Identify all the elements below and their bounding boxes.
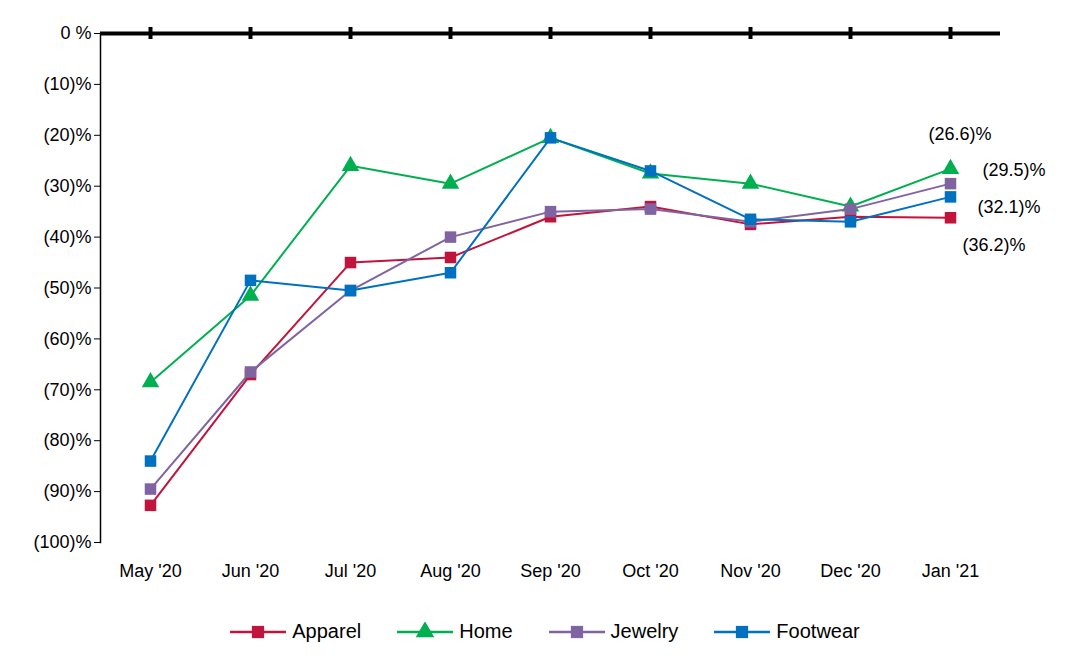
svg-text:(32.1)%: (32.1)% (978, 197, 1041, 217)
svg-text:(36.2)%: (36.2)% (963, 235, 1026, 255)
svg-text:(20)%: (20)% (43, 125, 91, 145)
svg-text:Aug '20: Aug '20 (420, 561, 481, 581)
svg-text:(40)%: (40)% (43, 227, 91, 247)
svg-text:May '20: May '20 (119, 561, 181, 581)
svg-text:(60)%: (60)% (43, 329, 91, 349)
svg-text:Jan '21: Jan '21 (922, 561, 979, 581)
svg-text:(29.5)%: (29.5)% (983, 160, 1046, 180)
svg-text:(90)%: (90)% (43, 481, 91, 501)
html-text:Apparel: Apparel (292, 620, 362, 642)
svg-text:Jul '20: Jul '20 (325, 561, 376, 581)
svg-text:0 %: 0 % (60, 23, 91, 43)
svg-text:Nov '20: Nov '20 (720, 561, 780, 581)
svg-text:(50)%: (50)% (43, 278, 91, 298)
svg-text:(10)%: (10)% (43, 74, 91, 94)
svg-text:Jun '20: Jun '20 (222, 561, 279, 581)
svg-text:Oct '20: Oct '20 (622, 561, 678, 581)
svg-text:(80)%: (80)% (43, 430, 91, 450)
svg-text:(100)%: (100)% (33, 532, 91, 552)
svg-text:Dec '20: Dec '20 (820, 561, 880, 581)
svg-text:(30)%: (30)% (43, 176, 91, 196)
svg-text:(26.6)%: (26.6)% (929, 124, 992, 144)
html-text:Footwear: Footwear (776, 620, 860, 642)
svg-text:Sep '20: Sep '20 (520, 561, 581, 581)
html-text:Home: Home (459, 620, 513, 642)
svg-text:(70)%: (70)% (43, 380, 91, 400)
html-text:Jewelry: Jewelry (610, 620, 679, 642)
